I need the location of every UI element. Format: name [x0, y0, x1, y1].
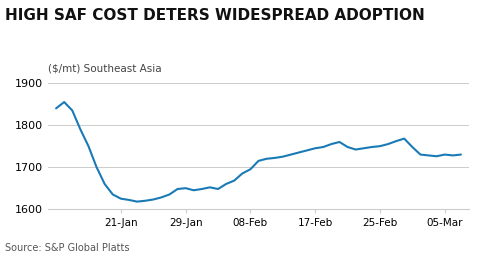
- Text: HIGH SAF COST DETERS WIDESPREAD ADOPTION: HIGH SAF COST DETERS WIDESPREAD ADOPTION: [5, 8, 424, 23]
- Text: Source: S&P Global Platts: Source: S&P Global Platts: [5, 243, 129, 253]
- Text: ($/mt) Southeast Asia: ($/mt) Southeast Asia: [48, 64, 162, 74]
